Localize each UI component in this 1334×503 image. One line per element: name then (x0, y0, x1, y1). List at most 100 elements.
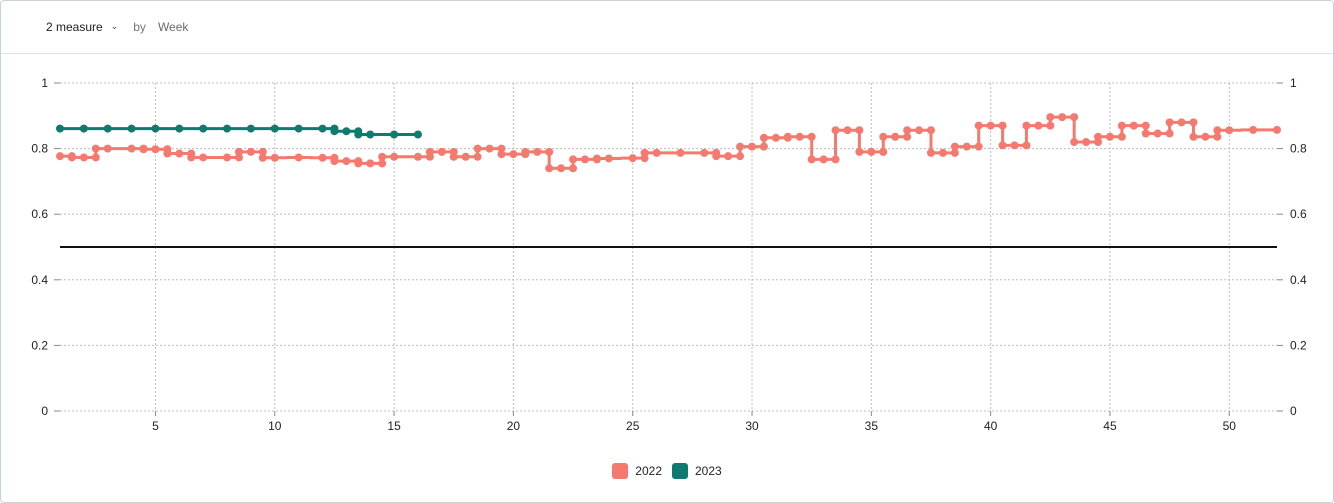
data-point-2022 (1129, 121, 1138, 130)
step-point-2022 (545, 164, 554, 173)
data-point-2022 (795, 132, 804, 141)
step-point-2022 (903, 126, 912, 135)
step-point-2022 (378, 159, 387, 168)
legend-item-2022[interactable]: 2022 (612, 463, 662, 479)
step-point-2022 (67, 153, 76, 162)
data-point-2022 (461, 152, 470, 161)
data-point-2022 (533, 147, 542, 156)
y-tick-label-left: 1 (41, 76, 48, 90)
step-point-2022 (759, 142, 768, 151)
step-point-2022 (1141, 129, 1150, 138)
step-point-2022 (1141, 121, 1150, 130)
data-point-2022 (986, 121, 995, 130)
data-point-2023 (199, 124, 208, 133)
data-point-2022 (127, 144, 136, 153)
legend-swatch (612, 463, 629, 479)
data-point-2022 (819, 155, 828, 164)
data-point-2022 (390, 152, 399, 161)
y-tick-label-left: 0.6 (31, 207, 48, 221)
step-point-2023 (330, 127, 339, 136)
data-point-2022 (604, 154, 613, 163)
step-point-2022 (425, 147, 434, 156)
step-point-2022 (91, 144, 100, 153)
data-point-2022 (1010, 141, 1019, 150)
data-point-2022 (580, 155, 589, 164)
step-point-2022 (1189, 132, 1198, 141)
data-point-2022 (175, 149, 184, 158)
data-point-2022 (485, 144, 494, 153)
data-point-2023 (318, 124, 327, 133)
y-tick-label-right: 0.2 (1290, 338, 1307, 352)
data-point-2023 (366, 130, 375, 139)
step-point-2022 (187, 153, 196, 162)
step-point-2022 (1117, 132, 1126, 141)
data-point-2023 (223, 124, 232, 133)
step-point-2022 (807, 132, 816, 141)
data-point-2022 (1177, 118, 1186, 127)
data-point-2022 (1105, 132, 1114, 141)
data-point-2022 (151, 145, 160, 154)
y-tick-label-right: 0.6 (1290, 207, 1307, 221)
data-point-2022 (938, 148, 947, 157)
y-tick-label-right: 0 (1290, 404, 1297, 418)
data-point-2022 (962, 142, 971, 151)
data-point-2023 (103, 124, 112, 133)
data-point-2022 (103, 144, 112, 153)
step-point-2022 (139, 145, 148, 154)
data-point-2023 (342, 127, 351, 136)
data-point-2022 (270, 153, 279, 162)
step-point-2022 (91, 153, 100, 162)
data-point-2022 (843, 126, 852, 135)
step-point-2022 (1189, 118, 1198, 127)
step-point-2022 (521, 147, 530, 156)
step-point-2022 (831, 155, 840, 164)
step-point-2023 (354, 130, 363, 139)
data-point-2022 (318, 153, 327, 162)
data-point-2022 (199, 153, 208, 162)
measure-dropdown[interactable]: 2 measure ⌄ (46, 20, 118, 34)
data-point-2023 (175, 124, 184, 133)
data-point-2023 (127, 124, 136, 133)
chevron-down-icon: ⌄ (110, 20, 119, 31)
legend-swatch (672, 463, 688, 479)
data-point-2022 (652, 148, 661, 157)
data-point-2022 (342, 157, 351, 166)
data-point-2022 (724, 152, 733, 161)
data-point-2022 (1153, 129, 1162, 138)
x-tick-label: 5 (152, 419, 159, 433)
x-tick-label: 15 (387, 419, 401, 433)
step-point-2022 (950, 142, 959, 151)
data-point-2022 (628, 154, 637, 163)
x-tick-label: 20 (507, 419, 521, 433)
data-point-2022 (294, 153, 303, 162)
data-point-2022 (1225, 126, 1234, 135)
group-by-dropdown[interactable]: Week (157, 20, 189, 34)
y-tick-label-left: 0.2 (31, 338, 48, 352)
step-point-2022 (1213, 132, 1222, 141)
x-tick-label: 50 (1223, 419, 1237, 433)
data-point-2022 (1201, 132, 1210, 141)
legend-item-2023[interactable]: 2023 (672, 463, 722, 479)
series-line-2023 (60, 127, 418, 136)
step-point-2022 (950, 148, 959, 157)
y-tick-label-left: 0 (41, 404, 48, 418)
step-point-2022 (497, 144, 506, 153)
data-point-2023 (270, 124, 279, 133)
step-point-2022 (1165, 118, 1174, 127)
data-point-2022 (915, 126, 924, 135)
step-point-2022 (974, 142, 983, 151)
step-point-2022 (449, 152, 458, 161)
step-point-2022 (640, 148, 649, 157)
data-point-2022 (413, 152, 422, 161)
step-point-2022 (1046, 113, 1055, 122)
step-point-2022 (855, 126, 864, 135)
by-label: by (133, 20, 146, 34)
step-point-2022 (1022, 141, 1031, 150)
y-tick-label-left: 0.8 (31, 142, 48, 156)
data-point-2023 (390, 130, 399, 139)
data-point-2023 (151, 124, 160, 133)
step-point-2022 (926, 126, 935, 135)
data-point-2022 (1034, 121, 1043, 130)
